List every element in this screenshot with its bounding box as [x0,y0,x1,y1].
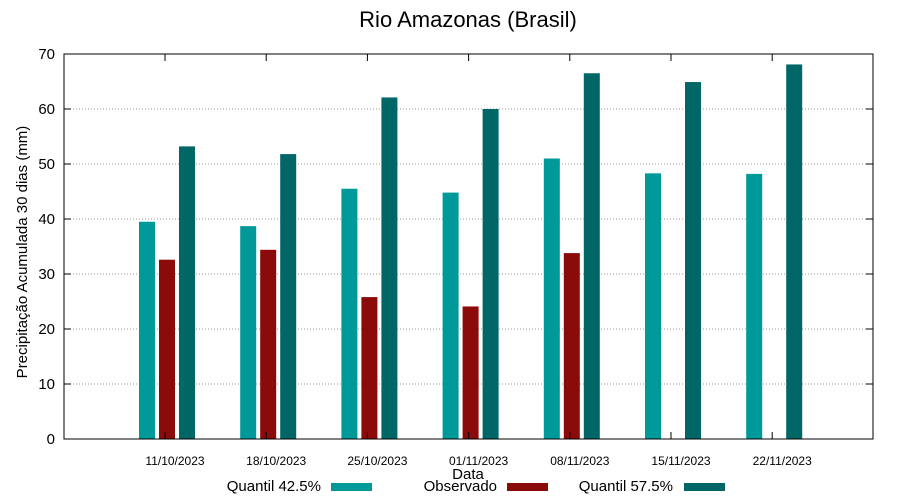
bar-observado [361,297,378,439]
bar-quantil-42-5 [442,192,459,439]
legend-label: Quantil 57.5% [579,478,673,495]
bars [139,64,803,440]
bar-quantil-57-5 [381,97,398,439]
x-axis-label: Data [452,466,484,483]
bar-quantil-57-5 [280,154,297,439]
legend-label: Observado [424,478,497,495]
bar-quantil-57-5 [179,146,195,439]
bar-observado [159,259,175,439]
x-axis-ticks: 11/10/2023 18/10/2023 25/10/2023 01/11/2023… [145,54,812,468]
bar-quantil-57-5 [482,109,499,439]
bar-observado [462,306,479,439]
bar-observado [563,253,580,439]
legend-swatch [331,483,372,491]
x-tick-label: 22/11/2023 [753,454,812,468]
legend-label: Quantil 42.5% [227,478,321,495]
y-axis-label: Precipitação Acumulada 30 dias (mm) [14,126,31,379]
x-tick-label: 11/10/2023 [145,454,204,468]
legend: Quantil 42.5% Observado Quantil 57.5% [227,478,725,495]
x-tick-label: 15/11/2023 [651,454,710,468]
bar-quantil-42-5 [645,173,661,439]
bar-quantil-57-5 [685,82,701,440]
y-tick-label: 70 [38,46,55,63]
bar-observado [260,249,277,439]
y-axis-ticks: 0 10 20 30 40 50 60 70 [38,46,873,448]
legend-swatch [684,483,725,491]
bar-quantil-57-5 [786,64,803,439]
y-tick-label: 40 [38,211,55,228]
bar-quantil-42-5 [746,173,763,439]
y-tick-label: 0 [47,431,55,448]
legend-swatch [507,483,548,491]
y-tick-label: 50 [38,156,55,173]
x-tick-label: 18/10/2023 [246,454,306,468]
x-tick-label: 01/11/2023 [449,454,508,468]
chart-title: Rio Amazonas (Brasil) [359,7,577,32]
bar-quantil-42-5 [240,226,257,439]
y-tick-label: 60 [38,101,55,118]
bar-quantil-42-5 [139,221,155,439]
bar-quantil-57-5 [583,73,600,439]
x-tick-label: 25/10/2023 [347,454,407,468]
y-tick-label: 30 [38,266,55,283]
y-tick-label: 10 [38,376,55,393]
x-tick-label: 08/11/2023 [550,454,609,468]
bar-quantil-42-5 [543,158,560,439]
bar-quantil-42-5 [341,188,358,439]
y-tick-label: 20 [38,321,55,338]
